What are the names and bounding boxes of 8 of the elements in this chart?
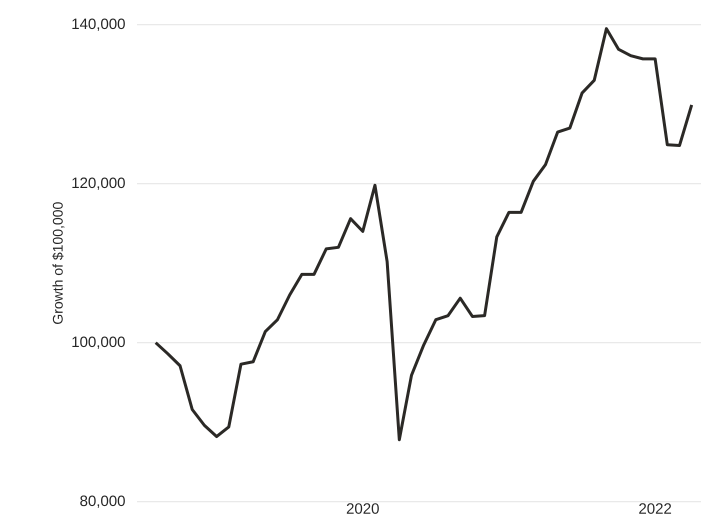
y-tick-label: 80,000: [80, 496, 125, 508]
x-tick-label: 2020: [346, 503, 379, 514]
y-tick-label: 100,000: [72, 336, 125, 349]
line-series: [154, 27, 694, 442]
y-tick-label: 140,000: [72, 18, 125, 31]
y-tick-label: 120,000: [72, 178, 125, 190]
x-tick-label: 2022: [639, 503, 672, 514]
y-axis-title: Growth of $100,000: [52, 202, 64, 324]
